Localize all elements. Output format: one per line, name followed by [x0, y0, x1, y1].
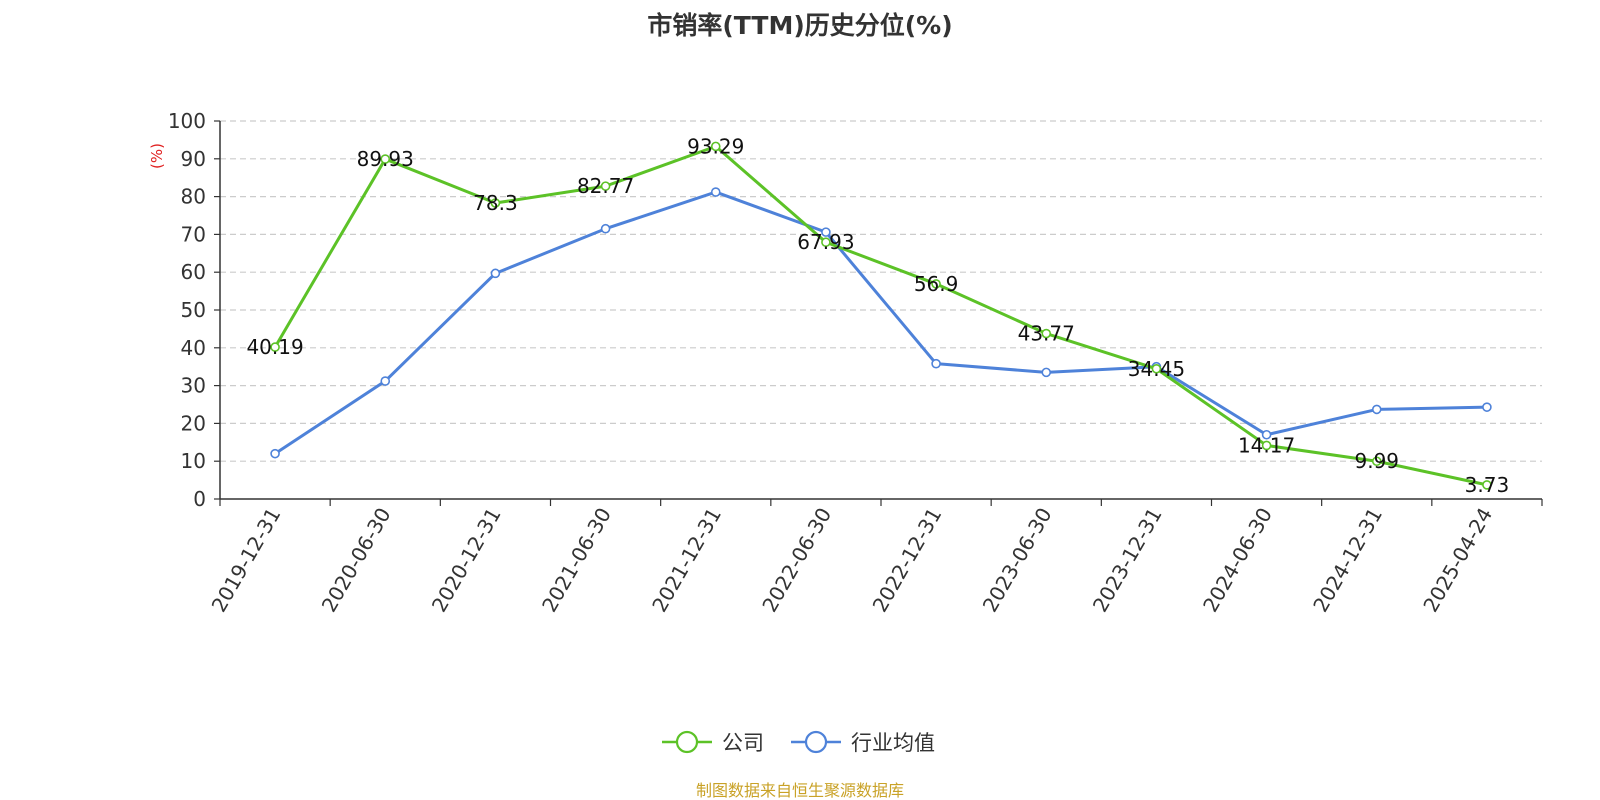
data-label: 93.29: [687, 134, 744, 158]
legend-label: 公司: [722, 731, 764, 755]
axes: 0 10 20 30 40 50 60 70 80 90 100 2019-12-31 2020-06-…: [168, 109, 1543, 617]
y-axis-unit-label: (%): [148, 143, 166, 169]
data-point: [1482, 480, 1492, 490]
data-point: [1041, 367, 1052, 378]
data-point: [270, 448, 280, 459]
x-tick-label: 2024-06-30: [1198, 504, 1277, 617]
data-point: [1371, 404, 1382, 415]
y-tick-label: 50: [181, 298, 206, 322]
y-tick-label: 40: [181, 336, 206, 360]
data-point: [931, 279, 941, 289]
x-tick-label: 2020-06-30: [317, 504, 396, 617]
data-label: 40.19: [246, 335, 303, 359]
x-tick-label: 2021-06-30: [537, 504, 616, 617]
data-label: 89.93: [357, 147, 414, 171]
x-tick-label: 2022-12-31: [868, 503, 947, 616]
y-tick-label: 100: [168, 109, 206, 133]
data-labels: 40.19 89.93 78.3 82.77 93.29 67.93 56.9 43.77 34…: [246, 134, 1509, 497]
x-tick-label: 2025-04-24: [1418, 504, 1497, 617]
x-tick-label: 2023-06-30: [978, 504, 1057, 617]
x-tick-label: 2024-12-31: [1308, 504, 1387, 617]
data-label: 56.9: [914, 272, 959, 296]
data-point: [821, 227, 831, 237]
data-label: 82.77: [577, 174, 634, 198]
chart-title: 市销率(TTM)历史分位(%): [647, 11, 952, 40]
data-label: 3.73: [1465, 473, 1510, 497]
series-layer: [270, 141, 1492, 490]
y-tick-label: 60: [181, 260, 206, 284]
y-tick-label: 30: [181, 374, 206, 398]
data-label: 78.3: [473, 191, 518, 215]
data-point: [1482, 402, 1492, 412]
grid-lines: [220, 120, 1542, 462]
y-tick-label: 10: [181, 449, 206, 473]
legend-label: 行业均值: [851, 731, 935, 755]
y-tick-label: 20: [181, 411, 206, 435]
legend-swatch-marker: [675, 730, 699, 754]
source-note: 制图数据来自恒生聚源数据库: [696, 781, 904, 800]
data-label: 34.45: [1128, 357, 1185, 381]
data-label: 43.77: [1018, 322, 1075, 346]
data-point: [1151, 363, 1162, 374]
legend-swatch-marker: [804, 730, 828, 754]
data-point: [490, 268, 501, 279]
data-point: [710, 141, 721, 152]
y-tick-label: 90: [181, 147, 206, 171]
data-point: [600, 223, 611, 234]
series-line: [274, 190, 1487, 455]
x-tick-label: 2023-12-31: [1088, 504, 1167, 617]
x-tick-label: 2022-06-30: [757, 504, 836, 617]
data-point: [490, 198, 501, 208]
data-label: 67.93: [797, 230, 854, 254]
data-point: [931, 358, 941, 369]
data-point: [821, 237, 831, 248]
data-point: [380, 154, 391, 164]
x-tick-label: 2020-12-31: [427, 503, 506, 616]
series-company: [270, 141, 1492, 490]
y-tick-label: 0: [193, 487, 206, 511]
data-point: [380, 376, 391, 386]
series-line: [273, 144, 1488, 487]
data-point: [1261, 429, 1272, 440]
series-industry-average: [270, 187, 1492, 459]
data-label: 9.99: [1354, 449, 1399, 473]
legend-item: 公司: [662, 730, 764, 755]
legend-item: 行业均值: [791, 730, 935, 755]
x-tick-label: 2019-12-31: [207, 504, 286, 617]
data-point: [270, 342, 280, 352]
data-point: [1261, 440, 1272, 451]
x-tick-label: 2021-12-31: [647, 504, 726, 617]
data-point: [600, 181, 611, 191]
data-point: [1371, 456, 1382, 467]
data-point: [1041, 328, 1052, 339]
y-tick-label: 80: [181, 185, 206, 209]
y-tick-label: 70: [181, 222, 206, 246]
data-label: 14.17: [1238, 433, 1295, 457]
legend: 公司 行业均值: [662, 730, 935, 755]
data-point: [710, 187, 721, 197]
